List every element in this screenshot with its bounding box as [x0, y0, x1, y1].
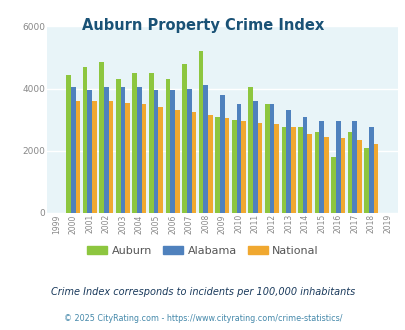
Legend: Auburn, Alabama, National: Auburn, Alabama, National [83, 241, 322, 260]
Bar [83, 67, 87, 213]
Bar [115, 79, 120, 213]
Bar [149, 73, 153, 213]
Bar [274, 124, 278, 213]
Bar [158, 107, 163, 213]
Bar [170, 90, 175, 213]
Bar [335, 121, 340, 213]
Bar [153, 90, 158, 213]
Bar [297, 127, 302, 213]
Bar [207, 115, 212, 213]
Bar [269, 104, 274, 213]
Bar [290, 127, 295, 213]
Bar [340, 138, 344, 213]
Bar [330, 157, 335, 213]
Bar [302, 116, 307, 213]
Bar [368, 127, 373, 213]
Text: © 2025 CityRating.com - https://www.cityrating.com/crime-statistics/: © 2025 CityRating.com - https://www.city… [64, 314, 341, 323]
Bar [286, 110, 290, 213]
Bar [92, 101, 96, 213]
Bar [319, 121, 323, 213]
Bar [132, 73, 137, 213]
Bar [71, 87, 75, 213]
Bar [363, 148, 368, 213]
Bar [125, 103, 130, 213]
Bar [175, 110, 179, 213]
Bar [215, 116, 220, 213]
Text: Crime Index corresponds to incidents per 100,000 inhabitants: Crime Index corresponds to incidents per… [51, 287, 354, 297]
Bar [373, 145, 377, 213]
Bar [241, 121, 245, 213]
Text: Auburn Property Crime Index: Auburn Property Crime Index [82, 18, 323, 33]
Bar [141, 104, 146, 213]
Bar [257, 123, 262, 213]
Bar [347, 132, 352, 213]
Bar [99, 62, 104, 213]
Bar [356, 140, 361, 213]
Bar [264, 104, 269, 213]
Bar [165, 79, 170, 213]
Bar [231, 120, 236, 213]
Bar [248, 87, 252, 213]
Bar [87, 90, 92, 213]
Bar [186, 88, 191, 213]
Bar [323, 137, 328, 213]
Bar [137, 87, 141, 213]
Bar [281, 127, 286, 213]
Bar [109, 101, 113, 213]
Bar [352, 121, 356, 213]
Bar [75, 101, 80, 213]
Bar [252, 101, 257, 213]
Bar [314, 132, 319, 213]
Bar [220, 95, 224, 213]
Bar [307, 134, 311, 213]
Bar [236, 104, 241, 213]
Bar [66, 75, 71, 213]
Bar [182, 64, 186, 213]
Bar [198, 51, 203, 213]
Bar [191, 112, 196, 213]
Bar [120, 87, 125, 213]
Bar [203, 85, 207, 213]
Bar [104, 87, 109, 213]
Bar [224, 118, 229, 213]
